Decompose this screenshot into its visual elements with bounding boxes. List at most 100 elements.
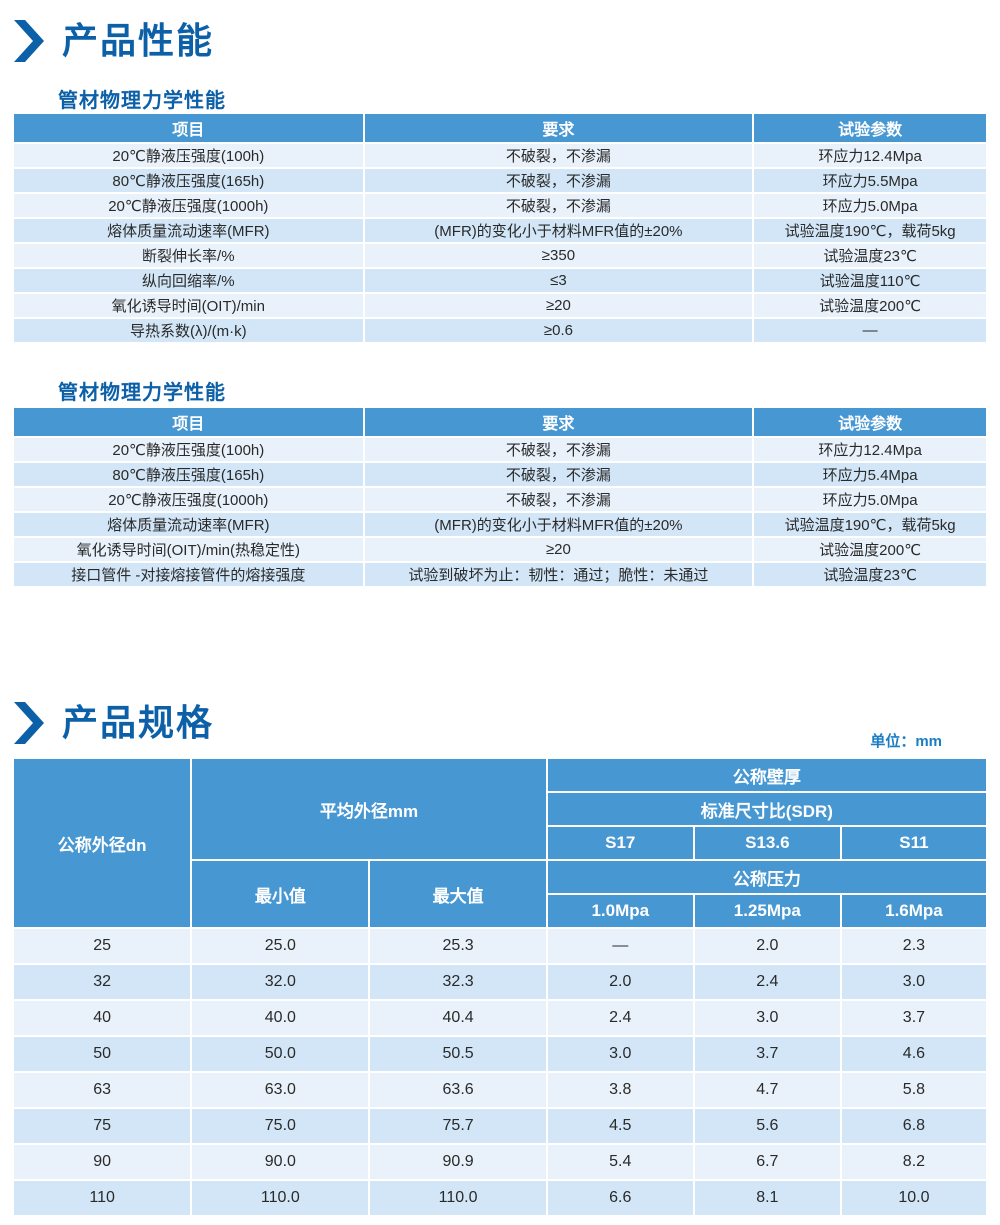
table-row: 20℃静液压强度(1000h) 不破裂，不渗漏 环应力5.0Mpa: [12, 486, 988, 513]
column-header-1-6mpa: 1.6Mpa: [839, 893, 989, 929]
table-cell: 75.7: [368, 1107, 548, 1145]
table-row: 20℃静液压强度(1000h) 不破裂，不渗漏 环应力5.0Mpa: [12, 192, 988, 219]
table-header-row: 项目 要求 试验参数: [12, 112, 988, 144]
table-cell: ≥20: [362, 292, 755, 319]
table-cell: 25.0: [190, 927, 371, 965]
table-row: 32 32.0 32.3 2.0 2.4 3.0: [11, 963, 989, 1001]
table-row: 断裂伸长率/% ≥350 试验温度23℃: [12, 242, 988, 269]
table-cell: 20℃静液压强度(1000h): [12, 486, 365, 513]
column-header-min-value: 最小值: [190, 859, 371, 929]
table-cell: 4.7: [692, 1071, 842, 1109]
table-cell: 不破裂，不渗漏: [362, 192, 755, 219]
table-cell: 5.6: [692, 1107, 842, 1145]
table-cell: 试验温度200℃: [752, 292, 988, 319]
table-body: 25 25.0 25.3—2.0 2.3 32 32.0 32.3 2.0 2.4 3.0 40 40…: [11, 927, 989, 1217]
table-cell: 32.3: [368, 963, 548, 1001]
table-cell: 3.0: [545, 1035, 695, 1073]
table-cell: 5.4: [545, 1143, 695, 1181]
table-cell: 75.0: [190, 1107, 371, 1145]
table-cell: 20℃静液压强度(1000h): [12, 192, 365, 219]
table-cell: 2.3: [839, 927, 989, 965]
table-cell: 熔体质量流动速率(MFR): [12, 217, 365, 244]
table-header-row: 最小值 最大值 公称压力: [13, 859, 989, 929]
table-cell: 40.4: [368, 999, 548, 1037]
column-header-test-params: 试验参数: [752, 406, 988, 438]
table-cell: 2.4: [545, 999, 695, 1037]
table-cell: 80℃静液压强度(165h): [12, 461, 365, 488]
column-header-1-0mpa: 1.0Mpa: [545, 893, 695, 929]
table-cell: 3.0: [839, 963, 989, 1001]
column-header-item: 项目: [12, 406, 365, 438]
table-cell: 2.0: [692, 927, 842, 965]
table-row: 20℃静液压强度(100h) 不破裂，不渗漏 环应力12.4Mpa: [12, 436, 988, 463]
pipe-performance-table-1: 项目 要求 试验参数 20℃静液压强度(100h) 不破裂，不渗漏 环应力12.4M…: [12, 112, 988, 344]
unit-label: 单位：mm: [870, 733, 942, 750]
table-cell: ≥350: [362, 242, 755, 269]
table-header-row: 标准尺寸比(SDR): [13, 791, 989, 827]
table-row: 导热系数(λ)/(m·k) ≥0.6—: [12, 317, 988, 344]
table-cell: 试验温度23℃: [752, 242, 988, 269]
table-header-row: S17 S13.6 S11: [13, 825, 989, 861]
table-row: 90 90.0 90.9 5.4 6.7 8.2: [11, 1143, 989, 1181]
table-cell: 63: [11, 1071, 193, 1109]
table-cell: 接口管件 -对接熔接管件的熔接强度: [12, 561, 365, 588]
table-row: 氧化诱导时间(OIT)/min(热稳定性) ≥20 试验温度200℃: [12, 536, 988, 563]
table-cell: 试验温度110℃: [752, 267, 988, 294]
table-row: 63 63.0 63.6 3.8 4.7 5.8: [11, 1071, 989, 1109]
table-cell: 试验温度190℃，载荷5kg: [752, 511, 988, 538]
table-cell: 环应力5.0Mpa: [752, 192, 988, 219]
chevron-right-icon: [14, 702, 44, 744]
table-row: 纵向回缩率/% ≤3 试验温度110℃: [12, 267, 988, 294]
table-cell: 2.4: [692, 963, 842, 1001]
table-cell: (MFR)的变化小于材料MFR值的±20%: [362, 217, 755, 244]
table-row: 熔体质量流动速率(MFR) (MFR)的变化小于材料MFR值的±20% 试验温度19…: [12, 217, 988, 244]
table-cell: 20℃静液压强度(100h): [12, 142, 365, 169]
column-header-requirement: 要求: [362, 112, 755, 144]
table-cell: 纵向回缩率/%: [12, 267, 365, 294]
table-row: 40 40.0 40.4 2.4 3.0 3.7: [11, 999, 989, 1037]
column-header-nominal-od: 公称外径dn: [11, 757, 193, 929]
column-header-1-25mpa: 1.25Mpa: [692, 893, 842, 929]
column-header-s13-6: S13.6: [692, 825, 842, 861]
table-row: 接口管件 -对接熔接管件的熔接强度 试验到破坏为止：韧性：通过；脆性：未通过 试验温…: [12, 561, 988, 588]
table-cell: 10.0: [839, 1179, 989, 1217]
table-body: 20℃静液压强度(100h) 不破裂，不渗漏 环应力12.4Mpa 80℃静液压强度(…: [12, 142, 988, 344]
table-cell: 不破裂，不渗漏: [362, 142, 755, 169]
table-cell: 4.5: [545, 1107, 695, 1145]
table-row: 20℃静液压强度(100h) 不破裂，不渗漏 环应力12.4Mpa: [12, 142, 988, 169]
table-cell: 6.7: [692, 1143, 842, 1181]
column-header-nominal-pressure: 公称压力: [545, 859, 989, 895]
table-row: 80℃静液压强度(165h) 不破裂，不渗漏 环应力5.5Mpa: [12, 167, 988, 194]
table-header-row: 公称外径dn 平均外径mm 公称壁厚: [11, 757, 989, 929]
table-header-row: 项目 要求 试验参数: [12, 406, 988, 438]
table-cell: 90: [11, 1143, 193, 1181]
table-cell: 3.7: [839, 999, 989, 1037]
table-cell: 3.0: [692, 999, 842, 1037]
table-cell: 25: [11, 927, 193, 965]
table-cell: ≤3: [362, 267, 755, 294]
column-header-s17: S17: [545, 825, 695, 861]
table-cell: 试验温度190℃，载荷5kg: [752, 217, 988, 244]
pipe-performance-table-2: 项目 要求 试验参数 20℃静液压强度(100h) 不破裂，不渗漏 环应力12.4M…: [12, 406, 988, 588]
table-cell: 90.9: [368, 1143, 548, 1181]
table-cell: 环应力5.4Mpa: [752, 461, 988, 488]
table-cell: 63.0: [190, 1071, 371, 1109]
table-cell: 6.8: [839, 1107, 989, 1145]
table-row: 110 110.0 110.0 6.6 8.1 10.0: [11, 1179, 989, 1217]
section-title: 产品规格: [62, 702, 215, 743]
table-cell: 50.0: [190, 1035, 371, 1073]
table-cell: 6.6: [545, 1179, 695, 1217]
table-cell: 不破裂，不渗漏: [362, 436, 755, 463]
table-cell: 试验温度200℃: [752, 536, 988, 563]
table-cell: 25.3: [368, 927, 548, 965]
table-cell: 氧化诱导时间(OIT)/min(热稳定性): [12, 536, 365, 563]
column-header-requirement: 要求: [362, 406, 755, 438]
pipe-dimensions-table: 公称外径dn 平均外径mm 公称壁厚 标准尺寸比(SDR) S17 S13.6 …: [11, 757, 989, 1217]
table-cell: 环应力5.5Mpa: [752, 167, 988, 194]
section-title: 产品性能: [62, 20, 215, 61]
table-cell: 导热系数(λ)/(m·k): [12, 317, 365, 344]
table-body: 20℃静液压强度(100h) 不破裂，不渗漏 环应力12.4Mpa 80℃静液压强度(…: [12, 436, 988, 588]
chevron-right-icon: [14, 20, 44, 62]
table-cell: —: [752, 317, 988, 344]
